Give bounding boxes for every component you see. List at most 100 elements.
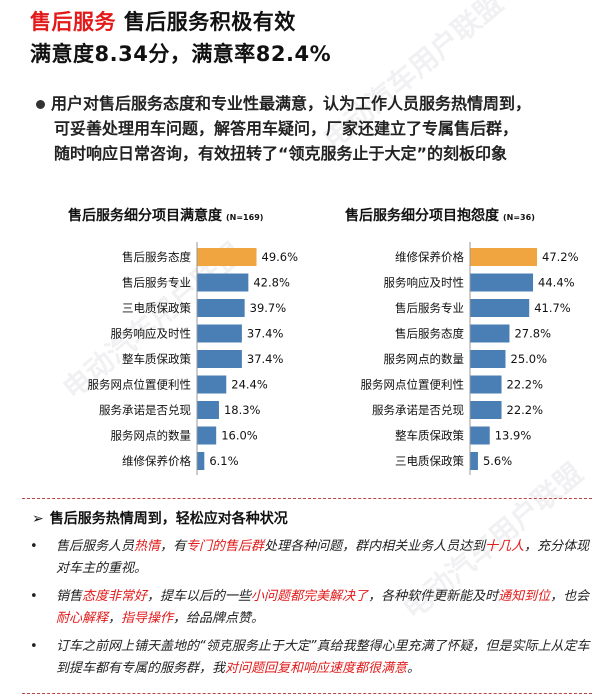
value-label: 25.0% (511, 352, 548, 366)
summary: 用户对售后服务态度和专业性最满意，认为工作人员服务热情周到， 可妥善处理用车问题… (36, 91, 596, 166)
bar (197, 248, 257, 266)
plain-text: ，有 (160, 539, 187, 554)
quote-text: 售后服务人员热情，有专门的售后群处理各种问题，群内相关业务人员达到十几人，充分体… (30, 536, 590, 580)
category-label: 售后服务专业 (395, 301, 464, 315)
category-label: 服务承诺是否兑现 (372, 403, 464, 417)
highlight-text: 态度非常好 (82, 589, 148, 604)
quote-item: • 售后服务人员热情，有专门的售后群处理各种问题，群内相关业务人员达到十几人，充分… (30, 536, 590, 580)
quote-item: • 订车之前网上铺天盖地的“领克服务止于大定”真给我整得心里充满了怀疑，但是实际上… (30, 636, 590, 680)
bullet-icon: • (30, 539, 38, 554)
bar (470, 401, 502, 419)
highlight-text: 专门的售后群 (186, 539, 265, 554)
value-label: 39.7% (250, 301, 287, 315)
value-label: 5.6% (483, 454, 512, 468)
plain-text: ，充分体现对车主的重视。 (56, 539, 590, 576)
arrow-icon: ➢ (32, 511, 44, 527)
highlight-text: 耐心解释 (56, 611, 109, 626)
bar (470, 350, 506, 368)
bullet-icon: • (30, 589, 38, 604)
bar (197, 375, 227, 394)
plain-text: ， (108, 611, 122, 626)
category-label: 整车质保政策 (395, 429, 464, 443)
bar (197, 452, 205, 470)
bar (470, 299, 530, 317)
page-title: 售后服务 售后服务积极有效 (30, 6, 296, 36)
plain-text: 。 (407, 661, 421, 676)
bar (470, 324, 510, 343)
category-label: 整车质保政策 (122, 352, 191, 366)
highlight-text: 热情 (134, 539, 161, 554)
plain-text: 处理各种问题，群内相关业务人员达到 (264, 539, 486, 554)
value-label: 37.4% (247, 327, 284, 341)
bar (470, 248, 538, 266)
bar (470, 273, 534, 292)
category-label: 三电质保政策 (122, 301, 191, 315)
highlight-text: 对问题回复和响应速度都很满意 (225, 661, 408, 676)
value-label: 22.2% (507, 378, 544, 392)
quote-box (22, 498, 592, 694)
highlight-text: 指导操作 (121, 611, 174, 626)
category-label: 维修保养价格 (395, 250, 464, 264)
category-label: 三电质保政策 (395, 454, 464, 468)
value-label: 42.8% (253, 276, 290, 290)
plain-text: 销售 (56, 589, 83, 604)
value-label: 37.4% (247, 352, 284, 366)
bullet-icon: • (30, 639, 38, 654)
bar (197, 273, 249, 292)
value-label: 16.0% (221, 429, 258, 443)
chart-title-satisfaction: 售后服务细分项目满意度 (N=169) (68, 208, 264, 224)
category-label: 服务网点位置便利性 (88, 378, 192, 392)
quote-heading: ➢ 售后服务热情周到，轻松应对各种状况 (32, 511, 288, 527)
highlight-text: 十几人 (485, 539, 525, 554)
plain-text: ，提车以后的一些 (147, 589, 252, 604)
complaint-bar-chart: 维修保养价格 47.2% 服务响应及时性 44.4% 售后服务专业 41.7% 售后服务态度… (361, 242, 579, 475)
value-label: 6.1% (209, 454, 238, 468)
quote-text: 订车之前网上铺天盖地的“领克服务止于大定”真给我整得心里充满了怀疑，但是实际上从… (30, 636, 590, 680)
category-label: 售后服务专业 (122, 276, 191, 290)
value-label: 18.3% (224, 403, 261, 417)
category-label: 售后服务态度 (122, 250, 191, 264)
summary-line: 随时响应日常咨询，有效扭转了“领克服务止于大定”的刻板印象 (54, 144, 508, 163)
value-label: 13.9% (495, 429, 532, 443)
plain-text: ，也会 (550, 589, 590, 604)
category-label: 服务网点的数量 (111, 429, 192, 443)
category-label: 服务承诺是否兑现 (99, 403, 191, 417)
page-subtitle: 满意度8.34分，满意率82.4% (30, 42, 332, 66)
bar (470, 375, 502, 394)
quote-item: • 销售态度非常好，提车以后的一些小问题都完美解决了，各种软件更新能及时通知到位，… (30, 586, 590, 630)
chart-title-complaint: 售后服务细分项目抱怨度 (N=36) (345, 208, 535, 224)
bar (197, 426, 217, 445)
plain-text: 订车之前网上铺天盖地的“领克服务止于大定”真给我整得心里充满了怀疑，但是实际上从… (56, 639, 590, 676)
bar (197, 299, 245, 317)
plain-text: ，给品牌点赞。 (173, 611, 265, 626)
value-label: 49.6% (262, 250, 299, 264)
value-label: 44.4% (538, 276, 575, 290)
plain-text: ，各种软件更新能及时 (368, 589, 499, 604)
highlight-text: 小问题都完美解决了 (251, 589, 369, 604)
category-label: 服务响应及时性 (111, 327, 192, 341)
value-label: 27.8% (514, 327, 551, 341)
value-label: 47.2% (542, 250, 579, 264)
value-label: 22.2% (507, 403, 544, 417)
section-tag: 售后服务 (30, 10, 116, 34)
bar (470, 452, 478, 470)
summary-line: 可妥善处理用车问题，解答用车疑问，厂家还建立了专属售后群， (54, 119, 519, 138)
category-label: 服务网点位置便利性 (361, 378, 465, 392)
bullet-dot-icon (36, 100, 45, 109)
category-label: 售后服务态度 (395, 327, 464, 341)
value-label: 41.7% (534, 301, 571, 315)
highlight-text: 通知到位 (498, 589, 551, 604)
category-label: 维修保养价格 (122, 454, 191, 468)
bar (197, 350, 242, 368)
title-text: 售后服务积极有效 (123, 10, 296, 34)
category-label: 服务网点的数量 (384, 352, 465, 366)
quote-text: 销售态度非常好，提车以后的一些小问题都完美解决了，各种软件更新能及时通知到位，也… (30, 586, 590, 630)
value-label: 24.4% (231, 378, 268, 392)
summary-line: 用户对售后服务态度和专业性最满意，认为工作人员服务热情周到， (36, 91, 596, 116)
category-label: 服务响应及时性 (384, 276, 465, 290)
bar (470, 426, 490, 445)
bar (197, 324, 242, 343)
plain-text: 售后服务人员 (56, 539, 135, 554)
satisfaction-bar-chart: 售后服务态度 49.6% 售后服务专业 42.8% 三电质保政策 39.7% 服务响应及时性… (88, 242, 299, 475)
bar (197, 401, 219, 419)
